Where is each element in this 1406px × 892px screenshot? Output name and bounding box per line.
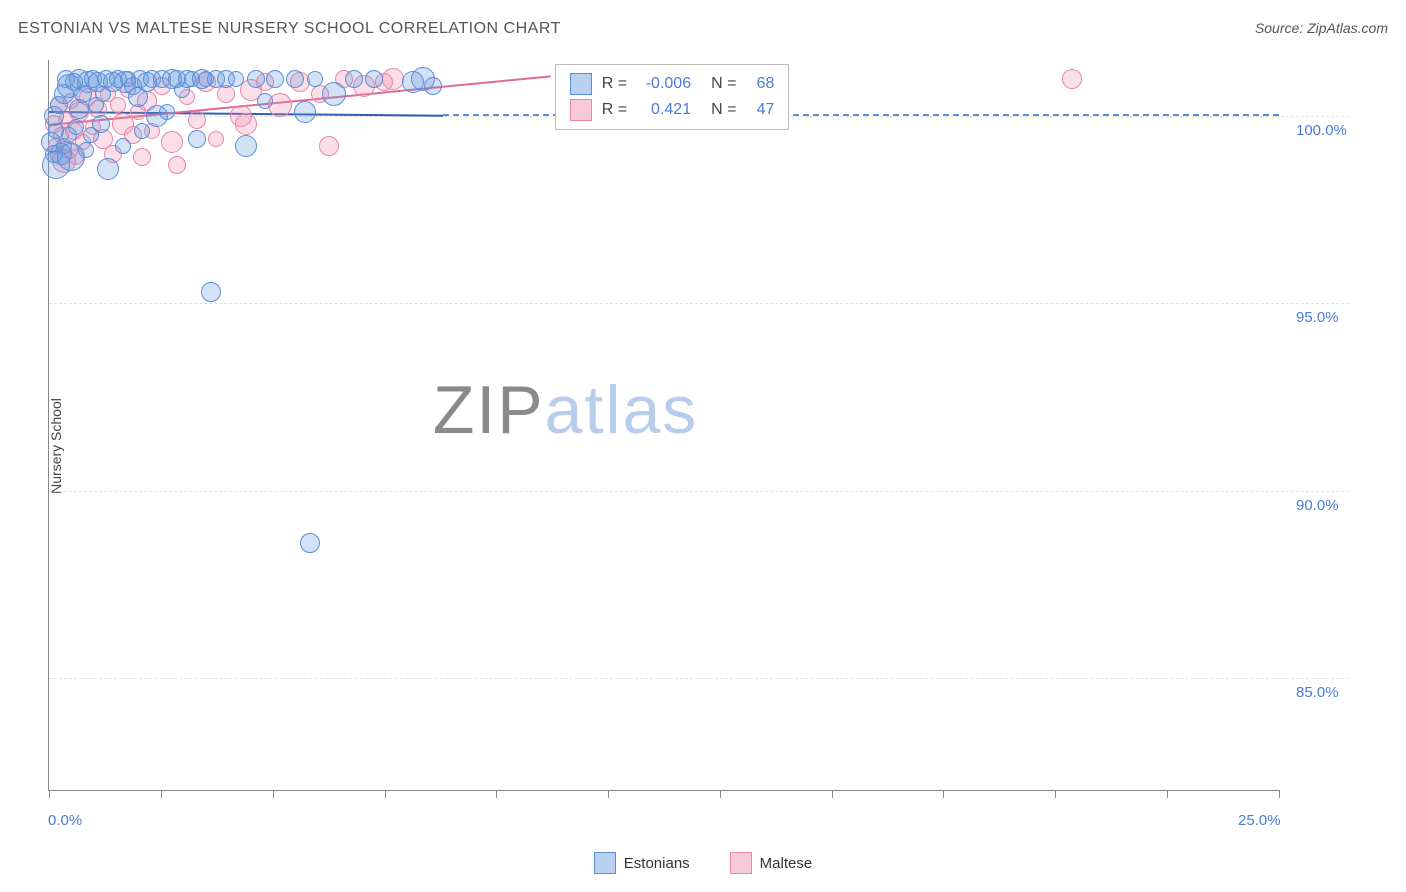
x-tick bbox=[49, 790, 50, 798]
data-point bbox=[110, 97, 126, 113]
data-point bbox=[92, 115, 110, 133]
x-tick bbox=[1055, 790, 1056, 798]
data-point bbox=[228, 71, 244, 87]
swatch-pink bbox=[730, 852, 752, 874]
legend-item-maltese: Maltese bbox=[730, 852, 813, 874]
x-tick bbox=[943, 790, 944, 798]
stat-r-value: -0.006 bbox=[637, 71, 691, 97]
x-tick bbox=[161, 790, 162, 798]
data-point bbox=[257, 93, 273, 109]
data-point bbox=[235, 113, 257, 135]
x-tick bbox=[1279, 790, 1280, 798]
data-point bbox=[294, 101, 316, 123]
data-point bbox=[134, 123, 150, 139]
data-point bbox=[235, 135, 257, 157]
x-tick bbox=[385, 790, 386, 798]
data-point bbox=[68, 119, 84, 135]
stat-r-value: 0.421 bbox=[637, 97, 691, 123]
y-tick-label: 90.0% bbox=[1296, 497, 1339, 514]
data-point bbox=[322, 82, 346, 106]
stat-n-value: 47 bbox=[746, 97, 774, 123]
y-tick-label: 100.0% bbox=[1296, 122, 1347, 139]
data-point bbox=[188, 111, 206, 129]
data-point bbox=[168, 156, 186, 174]
data-point bbox=[188, 130, 206, 148]
data-point bbox=[161, 131, 183, 153]
y-tick-label: 95.0% bbox=[1296, 309, 1339, 326]
data-point bbox=[97, 158, 119, 180]
swatch-pink bbox=[570, 99, 592, 121]
x-tick bbox=[273, 790, 274, 798]
stats-box: R = -0.006 N = 68 R = 0.421 N = 47 bbox=[555, 64, 790, 130]
y-tick-label: 85.0% bbox=[1296, 684, 1339, 701]
stat-r-label: R = bbox=[602, 97, 627, 123]
chart-title: ESTONIAN VS MALTESE NURSERY SCHOOL CORRE… bbox=[18, 20, 561, 38]
x-tick-label: 0.0% bbox=[48, 812, 82, 829]
data-point bbox=[1062, 69, 1082, 89]
data-point bbox=[345, 70, 363, 88]
data-point bbox=[382, 68, 404, 90]
stat-n-label: N = bbox=[711, 71, 736, 97]
data-point bbox=[424, 77, 442, 95]
x-tick-label: 25.0% bbox=[1238, 812, 1281, 829]
stat-n-value: 68 bbox=[746, 71, 774, 97]
stats-row: R = -0.006 N = 68 bbox=[570, 71, 775, 97]
gridline-h bbox=[49, 303, 1349, 304]
stats-row: R = 0.421 N = 47 bbox=[570, 97, 775, 123]
x-tick bbox=[608, 790, 609, 798]
stat-r-label: R = bbox=[602, 71, 627, 97]
data-point bbox=[266, 70, 284, 88]
watermark-part2: atlas bbox=[545, 372, 699, 448]
stat-n-label: N = bbox=[711, 97, 736, 123]
x-tick bbox=[496, 790, 497, 798]
x-tick bbox=[1167, 790, 1168, 798]
x-tick bbox=[832, 790, 833, 798]
gridline-h bbox=[49, 491, 1349, 492]
data-point bbox=[133, 148, 151, 166]
data-point bbox=[78, 142, 94, 158]
data-point bbox=[300, 533, 320, 553]
watermark-part1: ZIP bbox=[433, 372, 545, 448]
plot-area: ZIPatlas bbox=[48, 60, 1279, 791]
x-tick bbox=[720, 790, 721, 798]
data-point bbox=[365, 70, 383, 88]
data-point bbox=[115, 138, 131, 154]
legend-label-estonians: Estonians bbox=[624, 855, 690, 872]
legend-label-maltese: Maltese bbox=[760, 855, 813, 872]
data-point bbox=[286, 70, 304, 88]
gridline-h bbox=[49, 678, 1349, 679]
data-point bbox=[159, 104, 175, 120]
data-point bbox=[247, 70, 265, 88]
swatch-blue bbox=[570, 73, 592, 95]
data-point bbox=[319, 136, 339, 156]
data-point bbox=[307, 71, 323, 87]
data-point bbox=[208, 131, 224, 147]
source-credit: Source: ZipAtlas.com bbox=[1255, 20, 1388, 36]
data-point bbox=[201, 282, 221, 302]
legend-item-estonians: Estonians bbox=[594, 852, 690, 874]
swatch-blue bbox=[594, 852, 616, 874]
legend: Estonians Maltese bbox=[0, 852, 1406, 874]
watermark: ZIPatlas bbox=[433, 371, 698, 449]
